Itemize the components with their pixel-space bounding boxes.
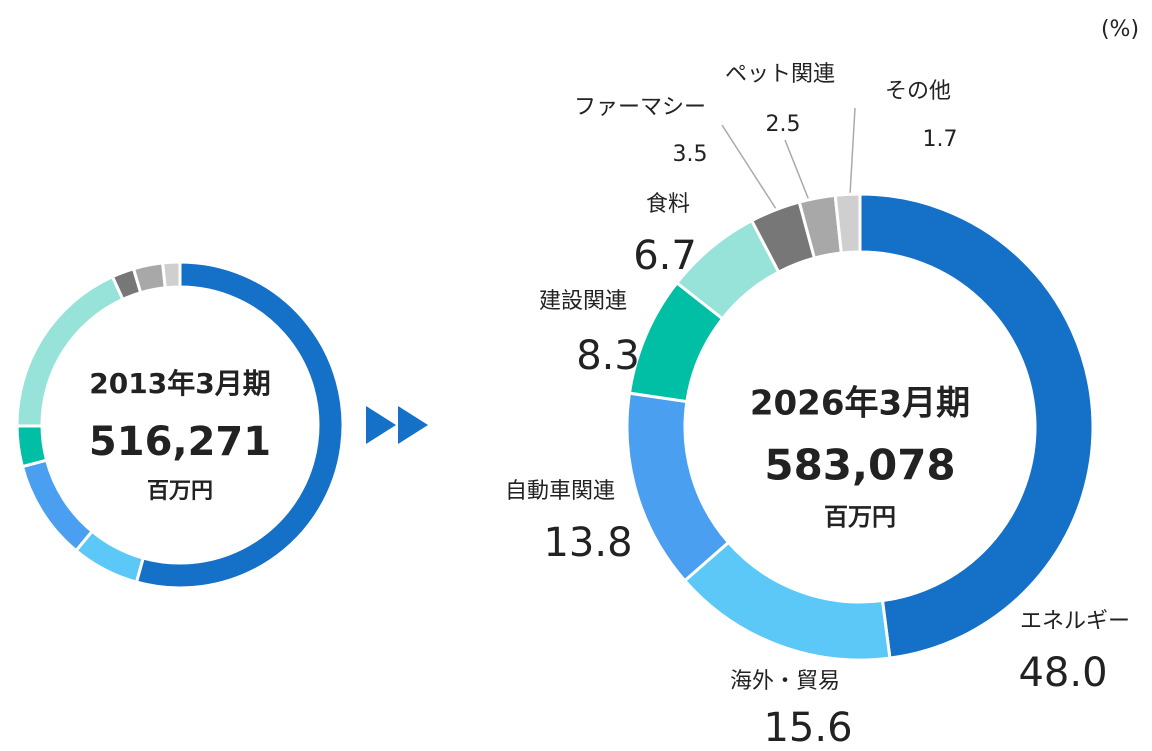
center-title: 2026年3月期 [750, 384, 970, 424]
value-label: 15.6 [763, 705, 852, 751]
center-value: 516,271 [89, 419, 271, 465]
center-unit: 百万円 [824, 503, 896, 531]
value-label: 48.0 [1018, 650, 1107, 696]
center-value: 583,078 [764, 441, 955, 490]
value-label: 2.5 [766, 112, 801, 137]
donut-segment [160, 260, 182, 290]
category-label: 自動車関連 [505, 479, 615, 504]
donut-segment [15, 274, 125, 428]
category-label: 海外・貿易 [730, 669, 840, 694]
value-label: 6.7 [633, 233, 697, 279]
category-label: 建設関連 [539, 289, 627, 314]
arrow [398, 406, 428, 444]
donut-segment [858, 192, 1095, 660]
value-label: 3.5 [673, 142, 708, 167]
category-label: 食料 [646, 192, 690, 217]
donut-segment [15, 424, 49, 469]
category-label: その他 [885, 79, 951, 104]
unit-label: (%) [1101, 17, 1139, 42]
center-title: 2013年3月期 [89, 367, 270, 400]
donut-segment [20, 458, 95, 553]
donut-segment [682, 540, 892, 662]
donut-segment [625, 391, 731, 583]
center-unit: 百万円 [147, 479, 213, 504]
donut-segment [833, 192, 862, 255]
category-label: ファーマシー [574, 95, 706, 120]
value-label: 1.7 [923, 127, 958, 152]
donut-segment [131, 261, 167, 295]
category-label: エネルギー [1020, 609, 1130, 634]
value-label: 13.8 [543, 520, 632, 566]
category-label: ペット関連 [725, 62, 835, 87]
arrow [366, 406, 396, 444]
value-label: 8.3 [576, 333, 640, 379]
